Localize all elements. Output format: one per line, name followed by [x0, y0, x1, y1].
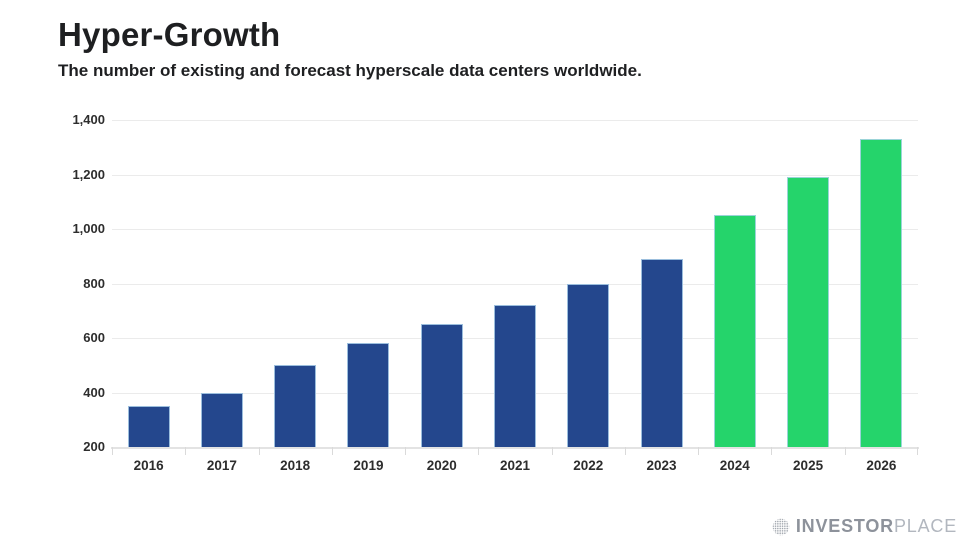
gridline-1,400 — [112, 120, 918, 121]
bar-2017 — [200, 392, 243, 447]
x-tick-label-2022: 2022 — [573, 458, 604, 473]
bar-2016 — [127, 406, 170, 447]
bar-2018 — [274, 365, 317, 447]
x-tick-label-2023: 2023 — [646, 458, 677, 473]
x-axis-line — [111, 447, 919, 449]
x-axis-tick — [112, 447, 113, 455]
x-axis-tick — [258, 447, 260, 455]
y-tick-label-800: 800 — [83, 275, 105, 291]
x-tick-label-2019: 2019 — [353, 458, 384, 473]
y-tick-label-200: 200 — [83, 439, 105, 454]
bar-2022 — [567, 283, 610, 447]
x-tick-label-2021: 2021 — [499, 458, 531, 473]
dotted-globe-icon — [772, 518, 790, 536]
x-axis-tick — [331, 447, 333, 455]
logo-text-primary: INVESTOR — [795, 516, 894, 536]
chart-header: Hyper-Growth The number of existing and … — [58, 16, 642, 81]
gridline-800 — [112, 283, 918, 285]
bar-2023 — [640, 258, 683, 447]
bar-2026 — [860, 139, 903, 447]
x-axis-tick — [405, 447, 407, 455]
bar-2019 — [347, 343, 390, 447]
bar-2024 — [713, 215, 756, 447]
x-tick-label-2017: 2017 — [206, 458, 237, 473]
x-axis-tick — [624, 447, 626, 455]
x-tick-label-2026: 2026 — [866, 458, 897, 473]
x-tick-label-2018: 2018 — [280, 458, 311, 473]
chart-subtitle: The number of existing and forecast hype… — [58, 61, 642, 80]
bar-2020 — [420, 324, 463, 447]
x-tick-label-2020: 2020 — [426, 458, 457, 473]
y-tick-label-1,000: 1,000 — [72, 221, 105, 236]
x-axis-tick — [844, 447, 846, 455]
x-axis-tick — [917, 447, 918, 455]
x-axis-tick — [185, 447, 187, 455]
y-tick-label-1,400: 1,400 — [72, 112, 105, 127]
bar-2021 — [494, 305, 536, 447]
chart-title: Hyper-Growth — [58, 16, 281, 53]
y-tick-label-1,200: 1,200 — [72, 166, 105, 182]
y-tick-label-400: 400 — [83, 384, 105, 400]
plot-area — [111, 120, 919, 455]
x-axis-tick — [698, 447, 700, 455]
x-axis-tick — [551, 447, 553, 455]
y-tick-label-600: 600 — [83, 330, 105, 345]
investorplace-logo: INVESTORPLACE — [772, 516, 957, 537]
logo-text-secondary: PLACE — [893, 516, 957, 536]
y-axis: 200 400 600 800 1,000 1,200 1,400 — [35, 112, 105, 454]
gridline-1,200 — [112, 174, 918, 176]
x-axis-tick — [478, 447, 480, 455]
x-axis-tick — [771, 447, 773, 455]
bar-2025 — [787, 177, 830, 447]
logo-text: INVESTORPLACE — [796, 516, 957, 537]
x-tick-label-2016: 2016 — [133, 458, 164, 473]
x-tick-label-2025: 2025 — [793, 458, 824, 473]
gridline-1,000 — [112, 229, 918, 230]
x-tick-label-2024: 2024 — [719, 458, 750, 473]
